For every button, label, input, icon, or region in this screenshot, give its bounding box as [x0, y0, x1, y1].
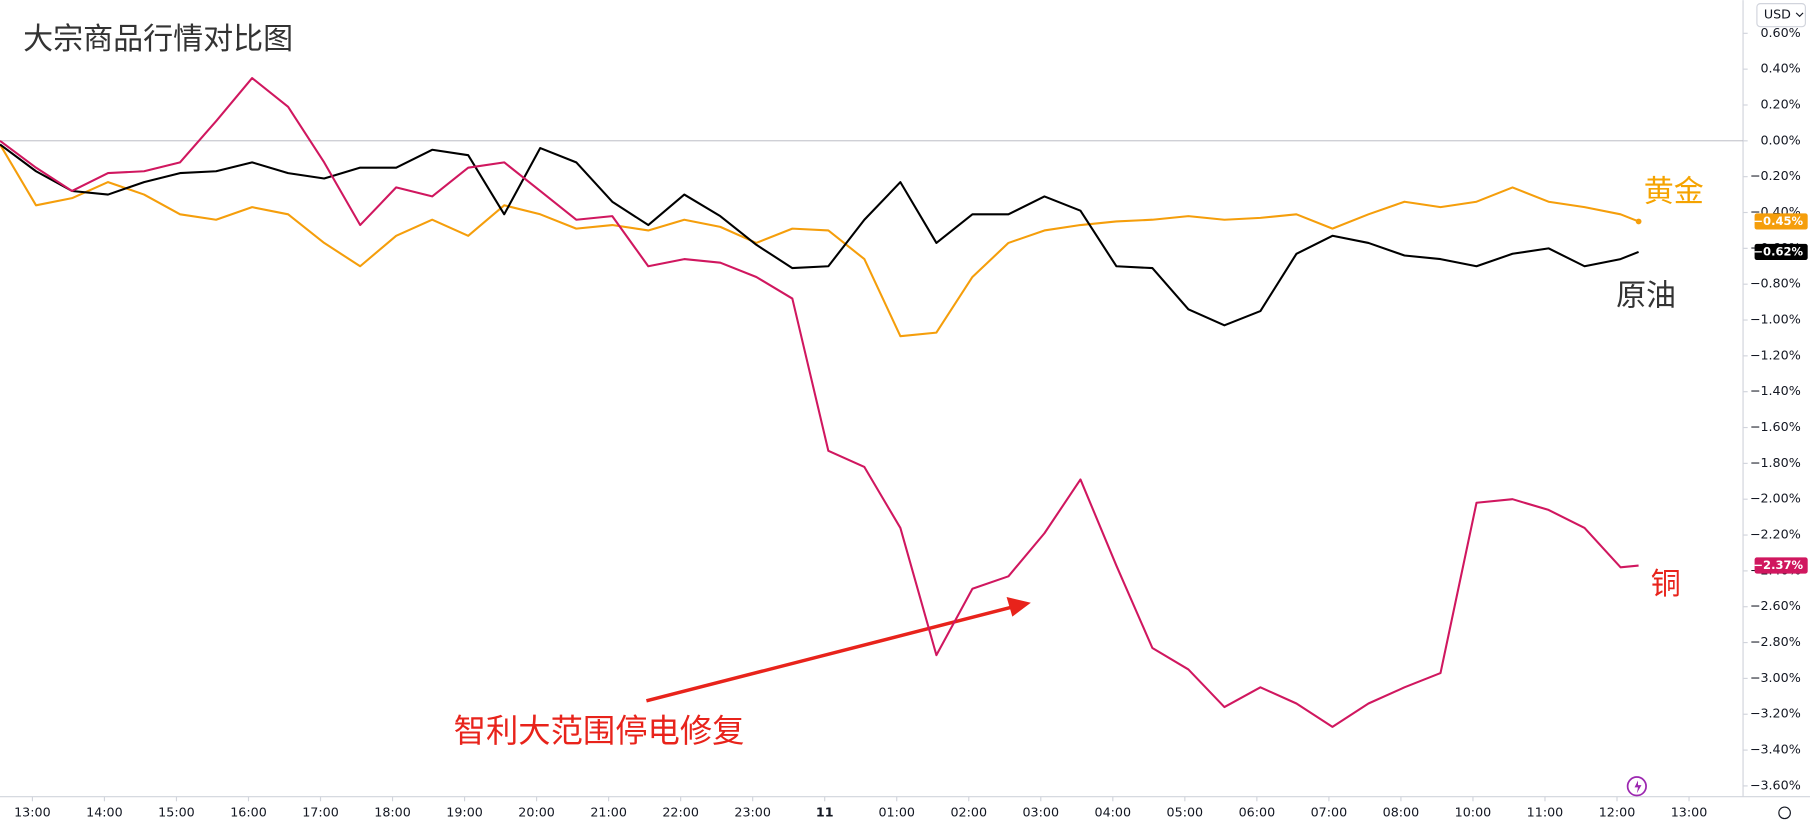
- x-tick-label: 04:00: [1095, 804, 1132, 819]
- currency-caret: [1795, 12, 1804, 18]
- series-label: 铜: [1651, 567, 1681, 602]
- x-tick-label: 19:00: [446, 804, 483, 819]
- x-tick-label: 01:00: [878, 804, 915, 819]
- x-tick-label: 02:00: [950, 804, 987, 819]
- y-tick-label: −1.80%: [1750, 455, 1801, 470]
- y-tick-label: −1.60%: [1750, 419, 1801, 434]
- x-tick-label: 22:00: [662, 804, 699, 819]
- settings-icon[interactable]: [1778, 806, 1791, 820]
- y-tick-label: −0.80%: [1750, 276, 1801, 291]
- annotation-text: 智利大范围停电修复: [454, 712, 745, 750]
- x-tick-label: 05:00: [1167, 804, 1204, 819]
- chart-title: 大宗商品行情对比图: [23, 22, 293, 57]
- y-tick-label: −3.60%: [1750, 777, 1801, 792]
- alert-bolt: [1634, 780, 1642, 794]
- x-tick-label: 18:00: [374, 804, 411, 819]
- last-value-badge: [1754, 557, 1808, 574]
- y-tick-label: −2.20%: [1750, 527, 1801, 542]
- y-tick-label: −2.60%: [1750, 598, 1801, 613]
- x-tick-label: 16:00: [230, 804, 267, 819]
- series-line: [0, 143, 1639, 338]
- x-tick-label: 11:00: [1527, 804, 1564, 819]
- currency-label[interactable]: USD: [1764, 7, 1791, 22]
- y-tick-label: −2.00%: [1750, 491, 1801, 506]
- x-tick-label: 20:00: [518, 804, 555, 819]
- y-tick-label: −1.20%: [1750, 347, 1801, 362]
- x-tick-label: 10:00: [1455, 804, 1492, 819]
- alert-icon[interactable]: [1626, 776, 1647, 797]
- y-tick-label: −2.80%: [1750, 634, 1801, 649]
- x-tick-label: 03:00: [1022, 804, 1059, 819]
- x-tick-label: 07:00: [1311, 804, 1348, 819]
- currency-button[interactable]: [1756, 3, 1806, 28]
- x-tick-label: 21:00: [590, 804, 627, 819]
- y-tick-label: −0.20%: [1750, 168, 1801, 183]
- annotation-arrowhead: [1006, 596, 1031, 617]
- x-tick-label: 23:00: [734, 804, 771, 819]
- y-tick-label: −1.40%: [1750, 383, 1801, 398]
- x-tick-label: 15:00: [158, 804, 195, 819]
- series-label: 黄金: [1644, 174, 1704, 209]
- x-tick-label: 14:00: [86, 804, 123, 819]
- x-tick-label: 11: [816, 804, 834, 819]
- last-value-badge: [1754, 243, 1808, 261]
- series-line: [0, 143, 1639, 327]
- series-line: [0, 77, 1639, 728]
- y-tick-label: 0.60%: [1760, 25, 1800, 40]
- y-tick-label: −3.20%: [1750, 706, 1801, 721]
- y-tick-label: 0.00%: [1760, 132, 1800, 147]
- y-tick-label: 0.20%: [1760, 96, 1800, 111]
- last-value-label: −0.62%: [1753, 244, 1803, 258]
- y-tick-label: −3.40%: [1750, 742, 1801, 757]
- y-tick-label: −1.00%: [1750, 312, 1801, 327]
- series-label: 原油: [1616, 278, 1676, 313]
- last-value-label: −0.45%: [1753, 214, 1803, 228]
- y-tick-label: −3.00%: [1750, 670, 1801, 685]
- x-tick-label: 12:00: [1599, 804, 1636, 819]
- annotation-arrow: [645, 605, 1012, 703]
- last-value-badge: [1754, 213, 1808, 230]
- x-tick-label: 06:00: [1239, 804, 1276, 819]
- x-tick-label: 08:00: [1383, 804, 1420, 819]
- y-tick-label: 0.40%: [1760, 61, 1800, 76]
- last-point: [1635, 218, 1642, 225]
- last-value-label: −2.37%: [1753, 558, 1803, 572]
- x-tick-label: 13:00: [14, 804, 51, 819]
- x-tick-label: 17:00: [302, 804, 339, 819]
- x-tick-label: 13:00: [1671, 804, 1708, 819]
